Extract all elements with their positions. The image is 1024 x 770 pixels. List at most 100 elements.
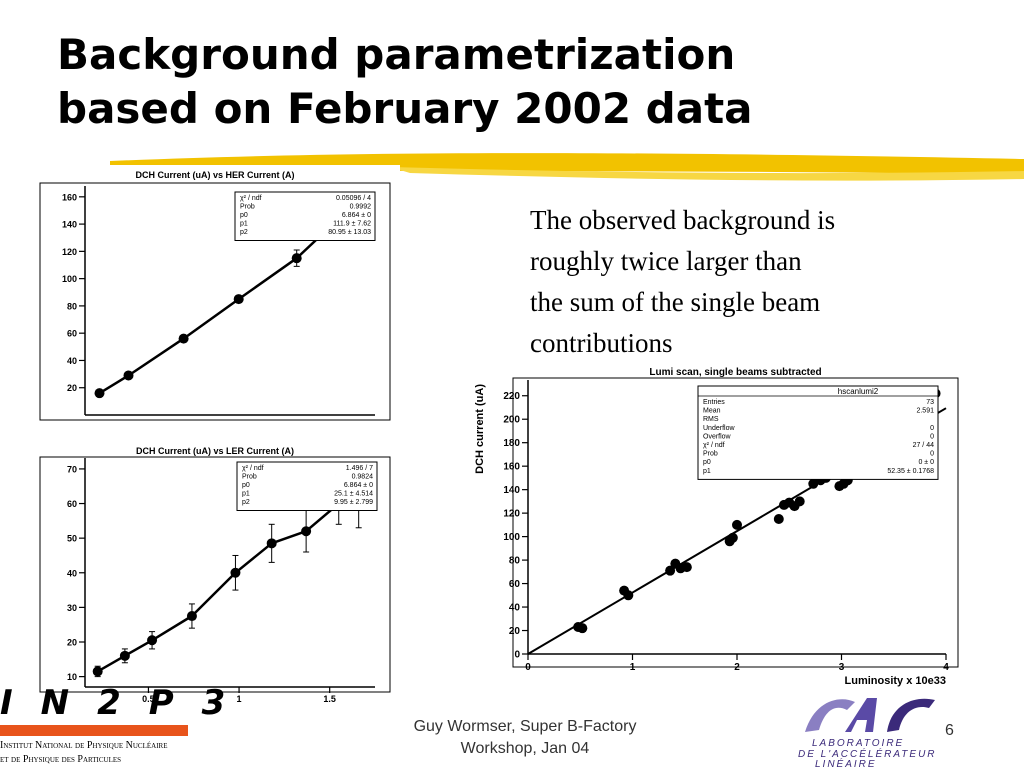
x-tick-label: 0: [525, 662, 531, 673]
y-tick-label: 140: [503, 485, 520, 496]
data-point: [727, 532, 738, 543]
stats-value: 52.35 ± 0.1768: [887, 468, 934, 475]
stats-label: p1: [240, 221, 248, 228]
stats-label: p2: [242, 499, 250, 506]
y-tick-label: 80: [67, 301, 77, 311]
y-tick-label: 40: [509, 603, 521, 614]
lal-logo: [805, 698, 935, 732]
y-tick-label: 120: [62, 247, 77, 257]
y-tick-label: 0: [514, 650, 520, 661]
stats-label: Overflow: [703, 433, 732, 440]
stats-value: 0: [930, 425, 934, 432]
data-point: [119, 650, 130, 661]
lal-logo-line-1: LABORATOIRE: [812, 738, 905, 749]
stats-label: Mean: [703, 408, 721, 415]
y-tick-label: 180: [503, 438, 520, 449]
stats-value: 1.496 / 7: [346, 465, 373, 472]
lal-logo-line-2: DE L'ACCÉLÉRATEUR: [798, 749, 937, 760]
y-tick-label: 20: [67, 638, 77, 648]
stats-value: 0 ± 0: [918, 459, 934, 466]
x-tick-label: 1: [237, 694, 242, 704]
data-point: [623, 590, 634, 601]
stats-label: Entries: [703, 399, 725, 406]
y-tick-label: 10: [67, 672, 77, 682]
y-tick-label: 200: [503, 415, 520, 426]
stats-value: 25.1 ± 4.514: [334, 491, 373, 498]
data-point: [266, 538, 277, 549]
body-text: The observed background is roughly twice…: [530, 200, 950, 364]
y-tick-label: 80: [509, 556, 521, 567]
stats-label: Prob: [240, 204, 255, 211]
y-tick-label: 160: [62, 192, 77, 202]
y-tick-label: 160: [503, 462, 520, 473]
x-axis-label: Luminosity x 10e33: [845, 675, 947, 687]
stats-label: p1: [703, 468, 711, 475]
y-tick-label: 140: [62, 220, 77, 230]
stats-value: 80.95 ± 13.03: [328, 229, 371, 236]
fit-curve: [98, 219, 339, 395]
x-tick-label: 1: [630, 662, 636, 673]
data-point: [301, 526, 312, 537]
lal-logo-line-3: LINÉAIRE: [815, 759, 877, 770]
data-point: [665, 565, 676, 576]
stats-value: 6.864 ± 0: [344, 482, 373, 489]
data-point: [732, 519, 742, 530]
y-tick-label: 40: [67, 568, 77, 578]
fit-curve: [97, 502, 359, 673]
stats-label: Prob: [242, 474, 257, 481]
stats-value: 0.9824: [352, 474, 374, 481]
plot-frame: [39, 182, 391, 421]
body-text-line-3: the sum of the single beam: [530, 287, 821, 317]
data-point: [230, 567, 241, 578]
stats-label: p1: [242, 491, 250, 498]
stats-box: [234, 191, 376, 241]
stats-label: RMS: [703, 416, 719, 423]
y-tick-label: 100: [503, 532, 520, 543]
page-number: 6: [945, 722, 954, 739]
y-tick-label: 60: [509, 579, 521, 590]
plot-frame: [512, 377, 959, 668]
stats-value: 2.591: [916, 408, 934, 415]
slide-title-line-2: based on February 2002 data: [57, 84, 753, 133]
stats-label: p0: [242, 482, 250, 489]
y-tick-label: 60: [67, 329, 77, 339]
her-current-plot: DCH Current (uA) vs HER Current (A) 20 40 6…: [35, 165, 400, 440]
lumi-scan-plot: Lumi scan, single beams subtracted020406…: [468, 362, 968, 692]
ler-current-plot: DCH Current (uA) vs LER Current (A) 10 20 3…: [35, 442, 400, 712]
stats-value: 6.864 ± 0: [342, 212, 371, 219]
x-tick-label: 2: [734, 662, 740, 673]
stats-box: [236, 461, 378, 511]
in2p3-logo-line-1: Institut National de Physique Nucléaire: [0, 740, 168, 751]
y-tick-label: 70: [67, 464, 77, 474]
stats-value: 111.9 ± 7.62: [333, 221, 371, 228]
data-point: [92, 666, 103, 677]
data-point: [178, 333, 189, 344]
y-tick-label: 100: [62, 274, 77, 284]
data-point: [123, 370, 134, 381]
footer-line-2: Workshop, Jan 04: [460, 740, 590, 757]
data-point: [577, 623, 588, 634]
y-tick-label: 40: [67, 356, 77, 366]
data-point: [94, 388, 105, 399]
data-point: [794, 496, 805, 507]
stats-label: p0: [703, 459, 711, 466]
stats-value: 9.95 ± 2.799: [334, 499, 373, 506]
data-point: [291, 253, 302, 264]
in2p3-logo-letters: IN2P3: [0, 683, 254, 723]
y-tick-label: 60: [67, 499, 77, 509]
chart-title: DCH Current (uA) vs LER Current (A): [136, 446, 294, 456]
footer-line-1: Guy Wormser, Super B-Factory: [413, 718, 637, 735]
body-text-line-1: The observed background is: [530, 205, 836, 235]
y-tick-label: 120: [503, 509, 520, 520]
slide-title: Background parametrization based on Febr…: [57, 28, 957, 136]
plot-frame: [39, 456, 391, 693]
stats-value: 0: [930, 433, 934, 440]
stats-value: 27 / 44: [913, 442, 935, 449]
stats-value: 0: [930, 451, 934, 458]
body-text-line-4: contributions: [530, 328, 673, 358]
slide-title-line-1: Background parametrization: [57, 30, 736, 79]
y-tick-label: 20: [67, 383, 77, 393]
stats-value: 73: [926, 399, 934, 406]
x-tick-label: 1.5: [323, 694, 336, 704]
data-point: [773, 514, 784, 524]
